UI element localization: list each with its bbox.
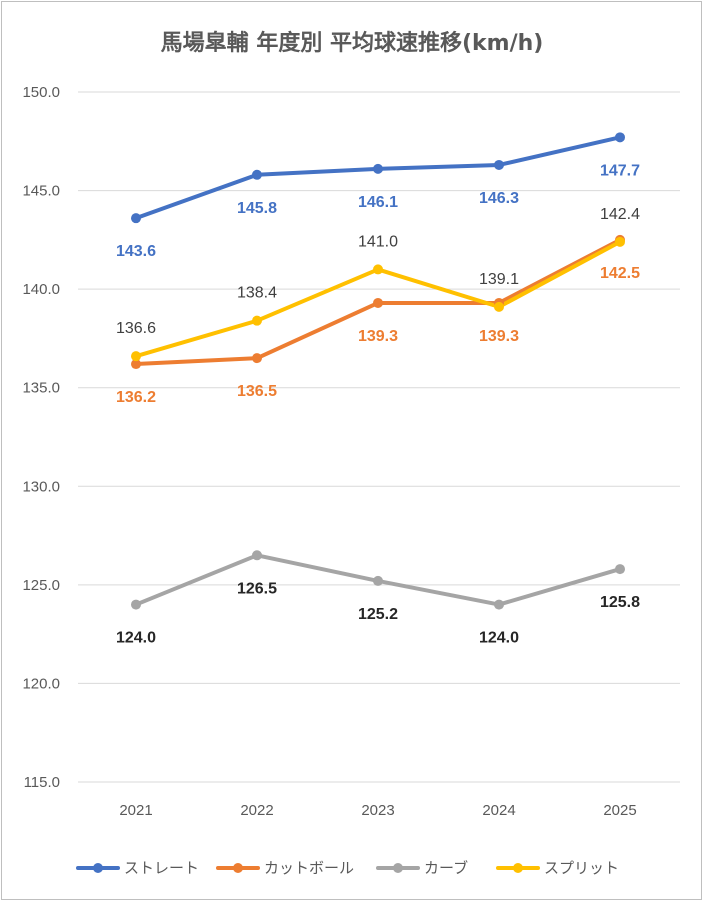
data-point	[494, 599, 504, 610]
x-tick-label: 2024	[482, 802, 515, 819]
data-point	[131, 351, 141, 362]
data-point	[494, 301, 504, 312]
data-label: 125.2	[358, 606, 398, 623]
data-point	[252, 169, 262, 180]
legend-marker	[393, 863, 403, 873]
data-point	[252, 353, 262, 364]
data-label: 139.3	[479, 328, 519, 345]
x-tick-label: 2023	[361, 802, 394, 819]
legend-label: カーブ	[424, 859, 468, 877]
data-point	[615, 564, 625, 575]
y-tick-label: 150.0	[22, 84, 60, 101]
legend-marker	[233, 863, 243, 873]
data-label: 146.1	[358, 194, 398, 211]
data-label: 124.0	[116, 630, 156, 647]
data-label: 136.2	[116, 389, 156, 406]
x-axis: 2021 2022 2023 2024 2025	[119, 802, 636, 819]
data-point	[373, 163, 383, 174]
data-label: 142.5	[600, 265, 640, 282]
data-labels: 143.6 145.8 146.1 146.3 147.7 136.2 136.5 139.3…	[116, 162, 640, 646]
x-tick-label: 2022	[240, 802, 273, 819]
data-label: 143.6	[116, 243, 156, 260]
data-label: 139.1	[479, 271, 519, 288]
legend-label: ストレート	[124, 859, 199, 877]
y-tick-label: 140.0	[22, 281, 60, 298]
data-label: 125.8	[600, 594, 640, 611]
x-tick-label: 2021	[119, 802, 152, 819]
data-label: 146.3	[479, 190, 519, 207]
gridlines	[78, 91, 680, 783]
data-label: 126.5	[237, 580, 277, 597]
legend-label: カットボール	[264, 859, 354, 877]
data-point	[615, 132, 625, 143]
data-label: 138.4	[237, 285, 277, 302]
data-point	[131, 359, 141, 370]
y-tick-label: 145.0	[22, 183, 60, 200]
data-point	[494, 159, 504, 170]
y-axis: 115.0 120.0 125.0 130.0 135.0 140.0 145.0 150.0	[22, 84, 60, 791]
data-point	[131, 213, 141, 224]
data-point	[615, 236, 625, 247]
data-point	[252, 550, 262, 561]
data-point	[373, 575, 383, 586]
y-tick-label: 120.0	[22, 675, 60, 692]
chart-title: 馬場皐輔 年度別 平均球速推移(km/h)	[161, 30, 544, 56]
data-label: 139.3	[358, 328, 398, 345]
data-label: 147.7	[600, 162, 640, 179]
data-label: 145.8	[237, 200, 277, 217]
data-label: 136.5	[237, 383, 277, 400]
data-label: 142.4	[600, 206, 640, 223]
data-point	[373, 297, 383, 308]
data-label: 124.0	[479, 630, 519, 647]
y-tick-label: 130.0	[22, 478, 60, 495]
data-label: 136.6	[116, 320, 156, 337]
y-tick-label: 125.0	[22, 577, 60, 594]
x-tick-label: 2025	[603, 802, 636, 819]
y-tick-label: 135.0	[22, 380, 60, 397]
data-point	[252, 315, 262, 326]
legend-marker	[513, 863, 523, 873]
data-point	[131, 599, 141, 610]
legend-marker	[93, 863, 103, 873]
legend: ストレート カットボール カーブ スプリット	[76, 859, 619, 877]
legend-label: スプリット	[544, 859, 619, 877]
data-label: 141.0	[358, 233, 398, 250]
series-group	[131, 132, 625, 610]
y-tick-label: 115.0	[24, 774, 60, 791]
data-point	[373, 264, 383, 275]
